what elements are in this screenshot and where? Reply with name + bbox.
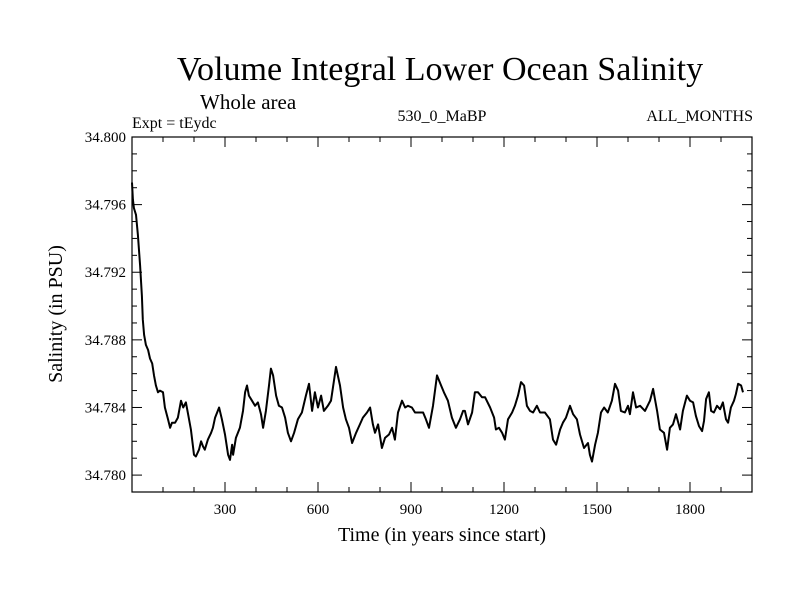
y-tick-label: 34.784 [85, 400, 127, 416]
x-tick-label: 900 [400, 502, 423, 518]
x-tick-label: 600 [307, 502, 330, 518]
y-tick-label: 34.800 [85, 130, 126, 146]
x-tick-label: 1200 [489, 502, 519, 518]
x-tick-label: 1500 [582, 502, 612, 518]
x-tick-label: 1800 [675, 502, 705, 518]
y-tick-label: 34.792 [85, 265, 126, 281]
chart-title: Volume Integral Lower Ocean Salinity [177, 51, 703, 88]
y-tick-label: 34.788 [85, 333, 126, 349]
y-axis-label: Salinity (in PSU) [45, 245, 67, 383]
y-tick-label: 34.780 [85, 468, 126, 484]
header-center: 530_0_MaBP [398, 108, 487, 125]
x-axis-label: Time (in years since start) [338, 524, 546, 546]
y-tick-label: 34.796 [85, 198, 127, 214]
series-line-salinity [131, 182, 744, 463]
header-left: Expt = tEydc [132, 115, 217, 132]
plot-area: 300 600 900 1200 1500 1800 34.780 34.784 34.788 3… [85, 130, 753, 518]
x-tick-label: 300 [214, 502, 237, 518]
chart-subtitle: Whole area [200, 90, 297, 114]
header-right: ALL_MONTHS [646, 108, 753, 125]
